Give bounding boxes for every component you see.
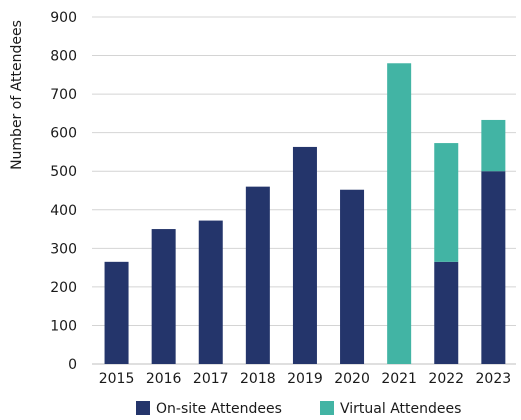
x-tick-label-2017: 2017 (193, 371, 229, 387)
x-axis-ticks: 2015 2016 2017 2018 2019 2020 2021 2022 2023 (99, 371, 511, 387)
legend-swatch-virtual (320, 401, 334, 415)
bar-2018-onsite (245, 186, 270, 364)
bar-2021-virtual (387, 63, 412, 365)
y-axis-ticks: 0 100 200 300 400 500 600 700 800 900 (50, 10, 77, 373)
bar-2023-virtual (481, 119, 506, 172)
x-tick-label-2016: 2016 (146, 371, 182, 387)
bar-2019-onsite (292, 146, 317, 364)
x-tick-label-2019: 2019 (287, 371, 323, 387)
y-tick-label-300: 300 (50, 241, 77, 257)
legend-swatch-onsite (136, 401, 150, 415)
y-axis-title: Number of Attendees (9, 20, 25, 170)
legend-label-onsite: On-site Attendees (156, 401, 282, 417)
bar-2016-onsite (151, 229, 176, 364)
bar-2022-onsite (434, 261, 459, 364)
y-tick-label-600: 600 (50, 126, 77, 142)
y-tick-label-200: 200 (50, 280, 77, 296)
bar-2015-onsite (104, 261, 129, 364)
legend: On-site Attendees Virtual Attendees (136, 401, 461, 417)
x-tick-label-2018: 2018 (240, 371, 276, 387)
y-tick-label-0: 0 (68, 357, 77, 373)
y-tick-label-800: 800 (50, 49, 77, 65)
legend-label-virtual: Virtual Attendees (340, 401, 461, 417)
y-tick-label-700: 700 (50, 87, 77, 103)
bar-2022-virtual (434, 143, 459, 262)
bar-2023-onsite (481, 171, 506, 364)
bars (104, 63, 506, 365)
bar-2017-onsite (198, 220, 223, 364)
x-tick-label-2015: 2015 (99, 371, 135, 387)
y-tick-label-100: 100 (50, 318, 77, 334)
x-tick-label-2022: 2022 (428, 371, 464, 387)
x-tick-label-2023: 2023 (476, 371, 512, 387)
bar-2020-onsite (340, 189, 365, 364)
y-tick-label-400: 400 (50, 203, 77, 219)
y-tick-label-900: 900 (50, 10, 77, 26)
x-tick-label-2021: 2021 (381, 371, 417, 387)
x-tick-label-2020: 2020 (334, 371, 370, 387)
y-tick-label-500: 500 (50, 164, 77, 180)
